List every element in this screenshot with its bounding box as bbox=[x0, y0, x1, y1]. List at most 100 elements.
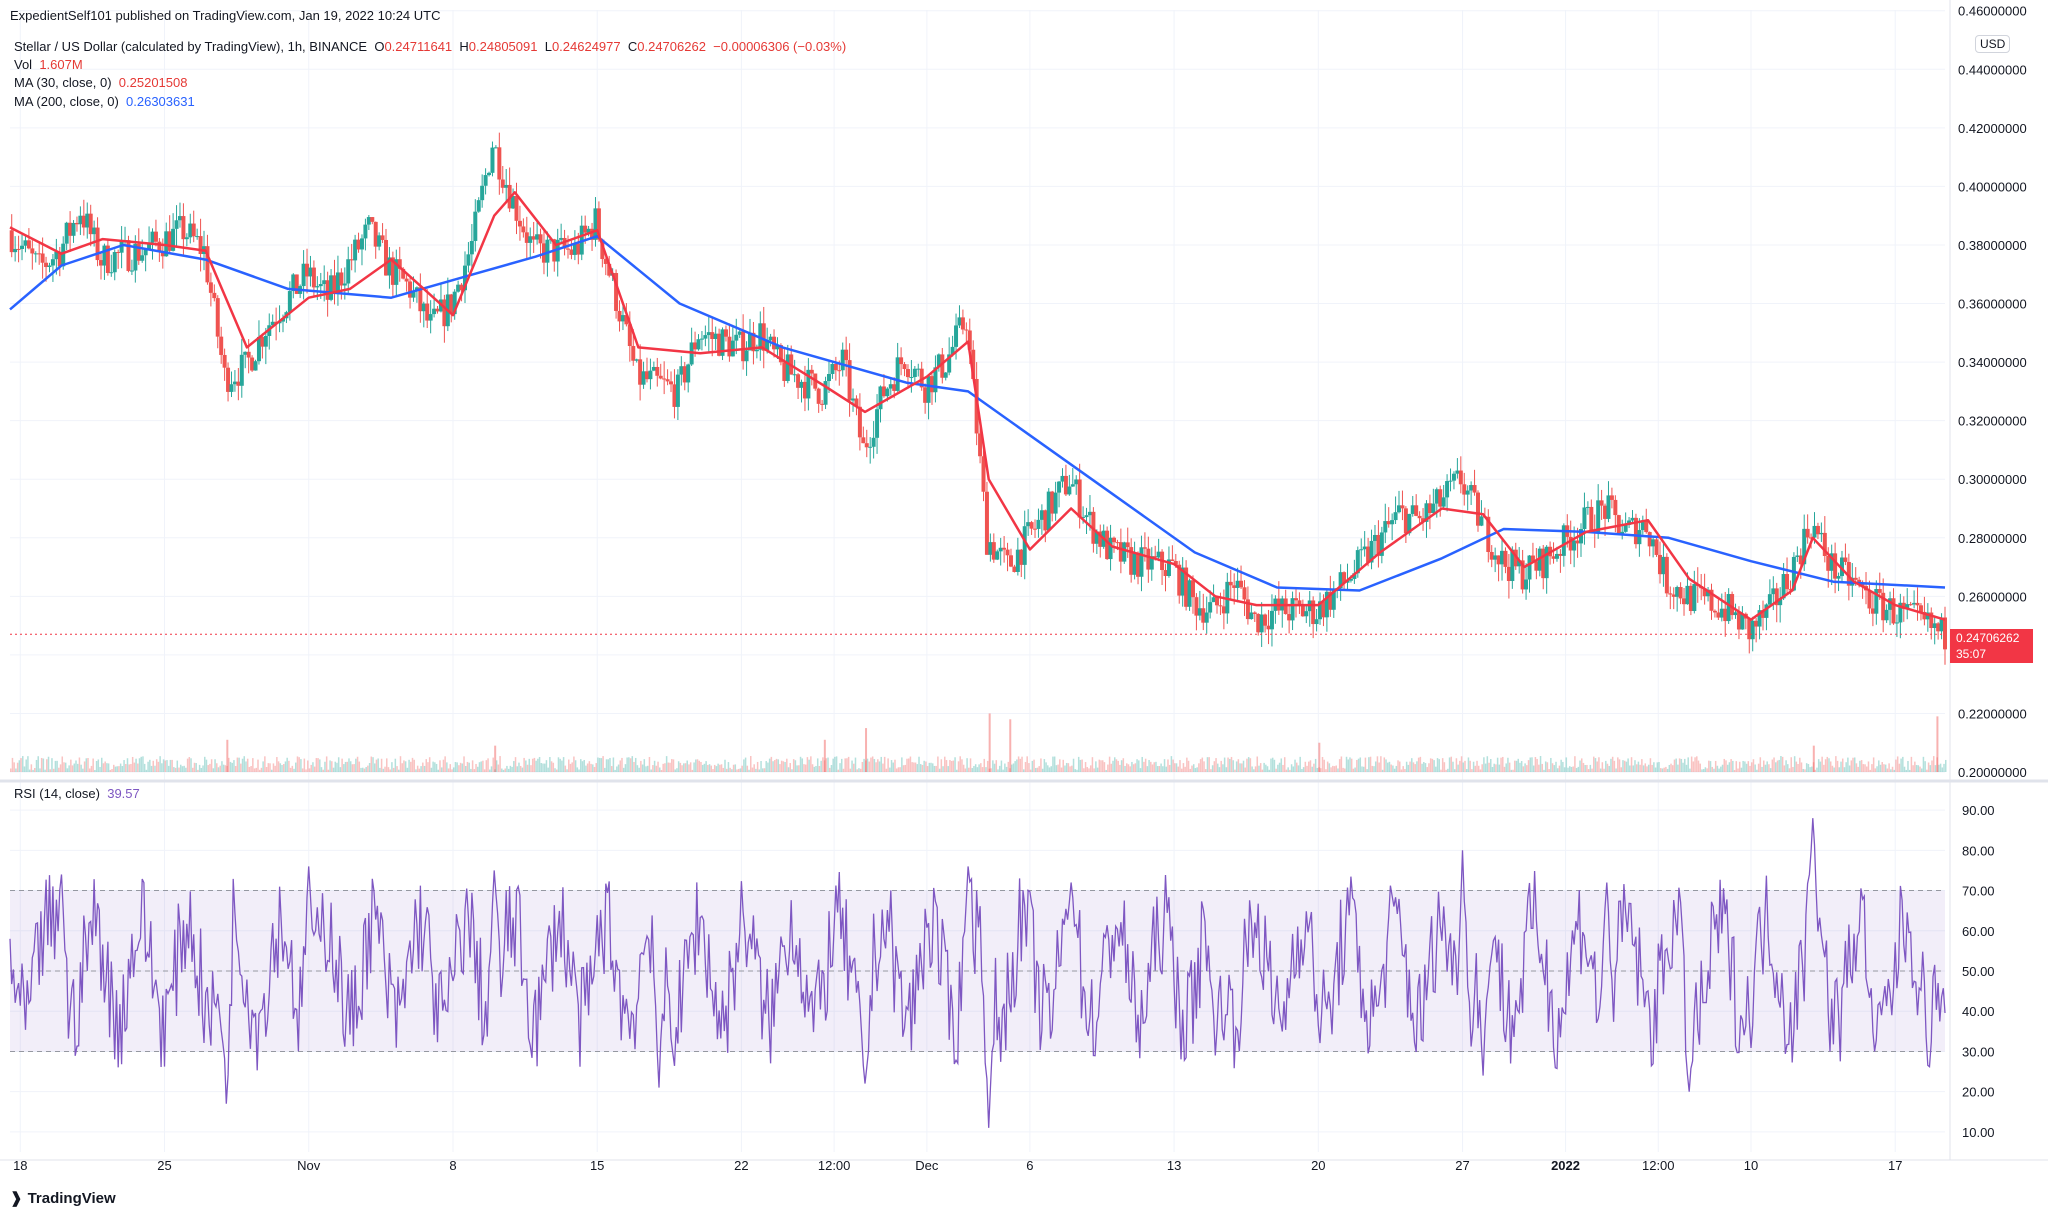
candle-body bbox=[535, 234, 540, 240]
volume-bar bbox=[384, 766, 386, 772]
volume-bar bbox=[1459, 760, 1461, 772]
volume-bar bbox=[473, 769, 476, 772]
volume-bar bbox=[731, 769, 733, 772]
price-tick-label: 0.26000000 bbox=[1958, 589, 2027, 604]
volume-bar bbox=[779, 764, 781, 772]
volume-bar bbox=[1502, 756, 1504, 772]
volume-bar bbox=[195, 763, 197, 772]
candle-body bbox=[469, 240, 474, 255]
volume-bar bbox=[1866, 766, 1868, 772]
volume-bar bbox=[435, 763, 438, 772]
time-tick-label: 27 bbox=[1455, 1158, 1469, 1173]
candle-body bbox=[1118, 542, 1123, 562]
volume-bar bbox=[1620, 767, 1622, 772]
candle-body bbox=[373, 221, 378, 247]
volume-bar bbox=[1807, 763, 1810, 772]
candle-body bbox=[569, 249, 574, 255]
volume-bar bbox=[1685, 764, 1688, 772]
volume-bar bbox=[1738, 761, 1741, 772]
volume-bar bbox=[1395, 765, 1398, 772]
volume-bar bbox=[1325, 769, 1327, 772]
candle-body bbox=[1098, 531, 1103, 547]
candle-body bbox=[1929, 612, 1934, 629]
volume-bar bbox=[787, 767, 790, 772]
candle-body bbox=[1218, 605, 1223, 607]
moving-averages bbox=[9, 191, 1946, 635]
volume-bar bbox=[107, 763, 110, 772]
volume-bar bbox=[250, 765, 252, 772]
volume-bar bbox=[1903, 766, 1906, 772]
volume-bar bbox=[1453, 769, 1456, 772]
candle-body bbox=[50, 259, 55, 266]
volume-bar bbox=[118, 766, 120, 772]
volume-bar bbox=[1682, 762, 1684, 772]
volume-bar bbox=[1227, 757, 1229, 772]
volume-spike bbox=[1318, 742, 1321, 772]
volume-bar bbox=[719, 764, 721, 772]
currency-badge[interactable]: USD bbox=[1975, 35, 2011, 53]
volume-bar bbox=[1165, 766, 1168, 772]
candle-body bbox=[909, 377, 914, 379]
volume-bar bbox=[1462, 762, 1465, 772]
candle-body bbox=[1417, 515, 1422, 519]
volume-bar bbox=[470, 768, 472, 772]
volume-bar bbox=[277, 761, 280, 772]
volume-bar bbox=[997, 769, 999, 772]
volume-bar bbox=[1019, 758, 1022, 772]
volume-bar bbox=[205, 759, 208, 772]
volume-bar bbox=[447, 768, 450, 772]
candle-body bbox=[1881, 592, 1886, 621]
volume-bar bbox=[1040, 758, 1042, 772]
candle-body bbox=[236, 381, 241, 386]
volume-bar bbox=[167, 765, 170, 772]
volume-bar bbox=[1922, 756, 1925, 772]
volume-bar bbox=[561, 760, 563, 772]
volume-bar bbox=[1222, 764, 1224, 772]
candle-body bbox=[809, 369, 814, 374]
volume-bar bbox=[710, 765, 713, 772]
candle-body bbox=[1874, 589, 1879, 614]
volume-bar bbox=[1666, 768, 1669, 772]
volume-bar bbox=[240, 763, 242, 772]
volume-bar bbox=[1423, 762, 1425, 772]
volume-bar bbox=[365, 767, 367, 772]
volume-bar bbox=[334, 761, 337, 772]
candle-body bbox=[1039, 510, 1044, 520]
candle-body bbox=[916, 368, 921, 370]
candle-body bbox=[222, 354, 227, 368]
volume-bar bbox=[564, 765, 567, 772]
volume-bar bbox=[1113, 757, 1116, 772]
volume-bar bbox=[1093, 768, 1095, 772]
volume-bar bbox=[1776, 760, 1779, 772]
candle-body bbox=[359, 238, 364, 250]
volume-bar bbox=[39, 768, 41, 772]
volume-bar bbox=[1170, 756, 1173, 772]
volume-bar bbox=[801, 758, 804, 772]
volume-bar bbox=[1757, 763, 1760, 772]
volume-bar bbox=[1131, 761, 1133, 772]
candle-body bbox=[246, 351, 251, 358]
candle-body bbox=[775, 345, 780, 350]
candle-body bbox=[868, 446, 873, 448]
volume-bar bbox=[1943, 763, 1945, 772]
tradingview-logo[interactable]: ❱ TradingView bbox=[10, 1189, 116, 1208]
candle-body bbox=[143, 249, 148, 256]
candle-body bbox=[1623, 524, 1628, 532]
volume-bar bbox=[1713, 768, 1715, 772]
volume-bar bbox=[149, 759, 151, 772]
candle-body bbox=[116, 252, 121, 254]
candle-body bbox=[136, 243, 141, 261]
volume-bar bbox=[859, 768, 862, 772]
price-tick-label: 0.28000000 bbox=[1958, 531, 2027, 546]
volume-bar bbox=[1072, 758, 1075, 772]
volume-bar bbox=[212, 768, 215, 772]
brand-text: TradingView bbox=[27, 1189, 116, 1207]
candle-body bbox=[655, 366, 660, 376]
volume-bar bbox=[1907, 761, 1909, 772]
volume-bar bbox=[504, 768, 506, 772]
volume-bar bbox=[1629, 765, 1631, 772]
volume-bar bbox=[1112, 760, 1114, 772]
candle-body bbox=[1936, 623, 1941, 632]
candle-body bbox=[215, 298, 220, 337]
